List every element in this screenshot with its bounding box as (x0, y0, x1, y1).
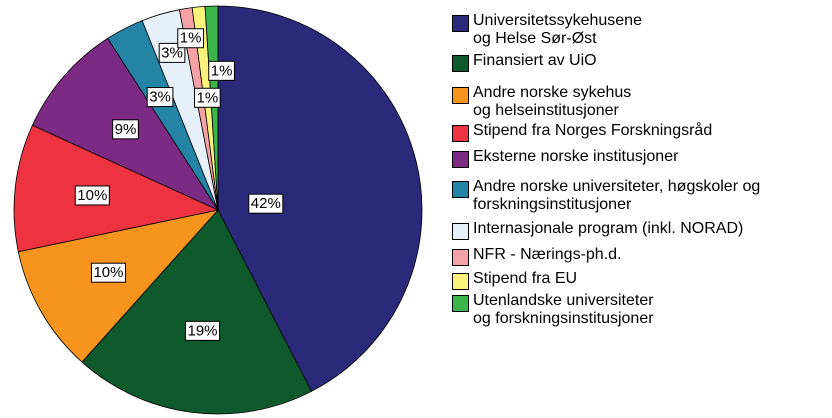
data-label-box (193, 87, 221, 108)
data-label: 3% (146, 87, 174, 108)
data-label: 9% (112, 119, 139, 140)
data-label-text: 9% (115, 121, 137, 138)
data-label: 19% (184, 320, 221, 341)
legend-label: Andre norske sykehus og helseinstitusjon… (473, 84, 632, 119)
data-label-text: 10% (77, 187, 107, 204)
legend-swatch (452, 295, 469, 312)
legend-swatch (452, 181, 469, 198)
data-label: 10% (74, 185, 110, 206)
legend-label: Stipend fra EU (473, 270, 578, 287)
legend-item: Utenlandske universiteter og forskningsi… (452, 292, 654, 328)
data-label-text: 42% (251, 195, 281, 212)
legend-swatch (452, 125, 469, 142)
data-label: 1% (177, 28, 204, 49)
pie-slice (204, 5, 219, 211)
data-label-text: 3% (161, 44, 183, 61)
legend-item: NFR - Nærings-ph.d. (452, 246, 621, 266)
data-label-text: 1% (211, 62, 233, 79)
legend-label: Finansiert av UiO (473, 52, 597, 69)
legend-label: NFR - Nærings-ph.d. (473, 246, 622, 263)
legend-swatch (452, 249, 469, 266)
data-label-box (112, 119, 139, 140)
pie-slice (13, 124, 220, 253)
legend-label: Eksterne norske institusjoner (473, 148, 679, 165)
data-label: 42% (248, 193, 284, 214)
legend-label: Internasjonale program (inkl. NORAD) (473, 220, 744, 237)
data-label-box (248, 193, 284, 214)
legend-swatch (452, 15, 469, 32)
legend-item: Internasjonale program (inkl. NORAD) (452, 220, 743, 240)
data-label-box (177, 28, 204, 49)
legend-swatch (452, 273, 469, 290)
legend-swatch (452, 87, 469, 104)
legend-item: Finansiert av UiO (452, 52, 597, 72)
data-label-box (90, 262, 126, 283)
legend-item: Eksterne norske institusjoner (452, 148, 678, 168)
data-label-text: 3% (149, 89, 171, 106)
data-label: 1% (208, 60, 235, 81)
legend-label: Universitetssykehusene og Helse Sør-Øst (473, 12, 642, 47)
data-label-text: 1% (196, 89, 218, 106)
pie-slice (81, 209, 313, 415)
pie-slice (217, 5, 423, 392)
legend-label: Stipend fra Norges Forskningsråd (473, 122, 713, 139)
legend-item: Andre norske sykehus og helseinstitusjon… (452, 84, 631, 120)
legend-item: Stipend fra EU (452, 270, 577, 290)
legend-item: Stipend fra Norges Forskningsråd (452, 122, 712, 142)
data-label-text: 1% (180, 30, 202, 47)
data-label-text: 19% (187, 322, 217, 339)
legend-label: Utenlandske universiteter og forskningsi… (473, 292, 654, 327)
legend-item: Universitetssykehusene og Helse Sør-Øst (452, 12, 642, 48)
data-label-box (146, 87, 174, 108)
data-label: 10% (90, 262, 126, 283)
legend-swatch (452, 223, 469, 240)
legend-item: Andre norske universiteter, høgskoler og… (452, 178, 760, 214)
data-label-box (74, 185, 110, 206)
legend-label: Andre norske universiteter, høgskoler og… (473, 178, 761, 213)
legend-swatch (452, 55, 469, 72)
data-label-box (184, 320, 221, 341)
legend-swatch (452, 151, 469, 168)
data-label-text: 10% (93, 264, 123, 281)
data-label: 1% (193, 87, 221, 108)
data-label-box (208, 60, 235, 81)
pie-slice (17, 209, 220, 363)
